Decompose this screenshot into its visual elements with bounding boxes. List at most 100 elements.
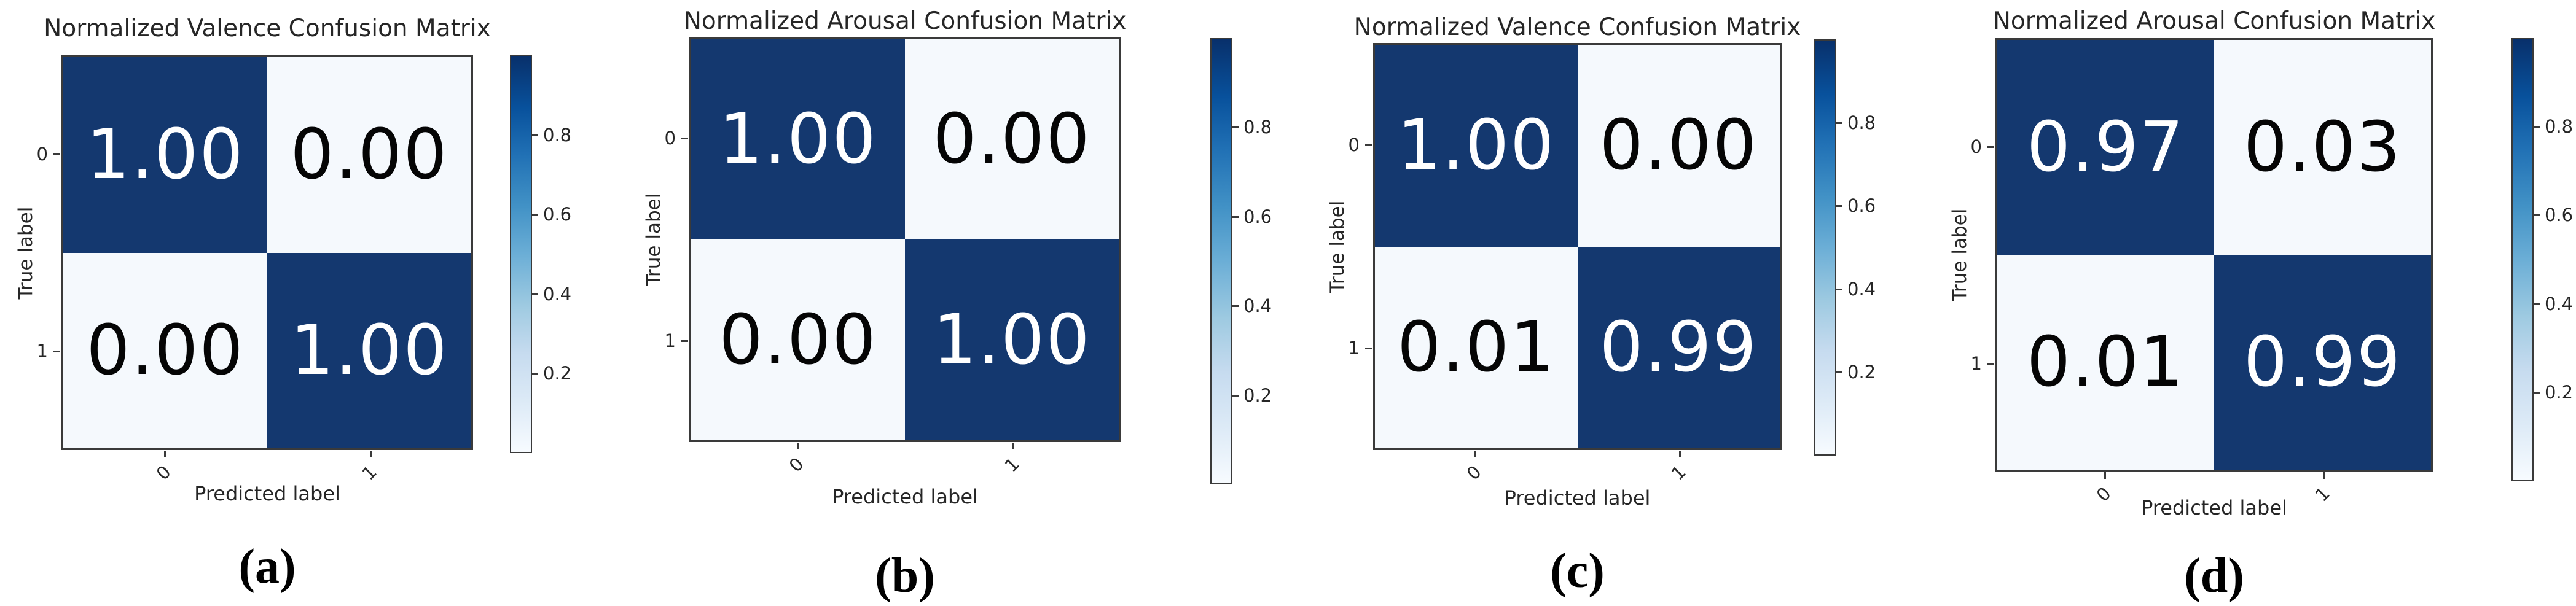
x-axis-label: Predicted label [194, 482, 340, 505]
colorbar-tick-label: 0.8 [2545, 116, 2574, 138]
y-tick-mark [1365, 144, 1372, 146]
colorbar-tick-mark [2534, 214, 2540, 217]
colorbar-tick-label: 0.6 [543, 204, 572, 225]
colorbar-tick-mark [2534, 126, 2540, 128]
x-tick-mark [1678, 451, 1681, 457]
colorbar-tick-label: 0.8 [1243, 117, 1272, 138]
matrix-cell-00: 1.00 [691, 39, 905, 239]
colorbar-tick-label: 0.6 [1847, 195, 1876, 217]
matrix-cell-01: 0.03 [2214, 40, 2431, 255]
y-tick-label: 0 [1970, 136, 1982, 157]
colorbar-tick-label: 0.2 [1243, 384, 1272, 406]
chart-title: Normalized Valence Confusion Matrix [44, 15, 491, 42]
matrix-cell-10: 0.01 [1997, 255, 2214, 470]
x-tick-label: 1 [2311, 483, 2334, 506]
subplot-d: Normalized Arousal Confusion Matrix True… [1935, 0, 2576, 606]
colorbar-tick-mark [532, 134, 538, 136]
colorbar-tick-label: 0.4 [1243, 295, 1272, 317]
y-tick-mark [1987, 146, 1994, 148]
colorbar-tick-label: 0.4 [1847, 278, 1876, 300]
matrix-cell-00: 0.97 [1997, 40, 2214, 255]
colorbar-tick-mark [1836, 122, 1842, 124]
y-axis-label: True label [1326, 200, 1349, 293]
panel-caption: (c) [1550, 544, 1605, 598]
heatmap-grid: 0.97 0.03 0.01 0.99 [1995, 38, 2433, 472]
x-tick-mark [2323, 472, 2325, 479]
panel-caption: (a) [238, 540, 296, 594]
y-tick-label: 1 [36, 341, 48, 362]
subplot-c: Normalized Valence Confusion Matrix True… [1290, 0, 1934, 606]
colorbar-tick-label: 0.6 [2545, 204, 2574, 226]
panel-caption: (d) [2184, 549, 2244, 603]
subplot-a: Normalized Valence Confusion Matrix True… [0, 0, 644, 606]
x-tick-label: 0 [785, 453, 808, 476]
matrix-cell-11: 0.99 [1577, 246, 1780, 448]
y-axis-label: True label [643, 193, 665, 286]
matrix-cell-00: 1.00 [1375, 45, 1578, 247]
chart-title: Normalized Arousal Confusion Matrix [1992, 7, 2436, 35]
y-tick-mark [681, 138, 688, 139]
x-axis-label: Predicted label [2141, 496, 2287, 519]
colorbar-tick-label: 0.4 [543, 283, 572, 305]
colorbar-tick-mark [1232, 394, 1239, 397]
x-tick-label: 1 [1667, 461, 1690, 484]
colorbar-tick-mark [1232, 216, 1239, 218]
y-tick-label: 0 [664, 128, 676, 149]
matrix-cell-11: 1.00 [267, 252, 471, 448]
colorbar-tick-label: 0.2 [543, 363, 572, 384]
colorbar-tick-mark [1836, 371, 1842, 374]
matrix-cell-11: 1.00 [905, 239, 1119, 440]
x-tick-mark [1474, 451, 1477, 457]
y-tick-label: 1 [664, 330, 676, 351]
heatmap-grid: 1.00 0.00 0.00 1.00 [689, 37, 1121, 442]
x-tick-label: 1 [1000, 453, 1024, 476]
x-tick-mark [796, 443, 799, 449]
x-tick-label: 0 [1462, 461, 1486, 484]
heatmap-grid: 1.00 0.00 0.00 1.00 [61, 55, 473, 450]
subplot-b: Normalized Arousal Confusion Matrix True… [643, 0, 1289, 606]
colorbar [2511, 38, 2534, 481]
y-tick-mark [1987, 362, 1994, 365]
colorbar-tick-mark [1232, 126, 1239, 129]
x-tick-mark [2104, 472, 2106, 479]
colorbar-tick-label: 0.2 [2545, 381, 2574, 403]
chart-title: Normalized Arousal Confusion Matrix [683, 7, 1127, 35]
x-tick-mark [369, 451, 372, 457]
colorbar-tick-mark [532, 293, 538, 295]
matrix-cell-00: 1.00 [63, 57, 267, 253]
colorbar-tick-label: 0.6 [1243, 206, 1272, 227]
colorbar-tick-label: 0.4 [2545, 293, 2574, 314]
matrix-cell-01: 0.00 [267, 57, 471, 253]
heatmap-grid: 1.00 0.00 0.01 0.99 [1373, 43, 1782, 450]
y-tick-label: 0 [1348, 134, 1360, 155]
y-tick-label: 1 [1348, 338, 1360, 359]
y-axis-label: True label [15, 206, 37, 299]
y-tick-mark [1365, 348, 1372, 350]
colorbar-tick-mark [532, 214, 538, 216]
colorbar-tick-mark [532, 373, 538, 375]
colorbar-tick-mark [1232, 305, 1239, 308]
y-tick-label: 0 [36, 143, 48, 165]
panel-caption: (b) [875, 549, 935, 603]
x-tick-label: 0 [152, 461, 175, 484]
colorbar-tick-label: 0.8 [543, 124, 572, 146]
colorbar-tick-mark [2534, 303, 2540, 305]
matrix-cell-10: 0.00 [691, 239, 905, 440]
colorbar-tick-label: 0.8 [1847, 112, 1876, 133]
x-tick-label: 1 [358, 461, 381, 484]
matrix-cell-11: 0.99 [2214, 255, 2431, 470]
colorbar [510, 55, 532, 453]
matrix-cell-10: 0.00 [63, 252, 267, 448]
y-tick-mark [53, 153, 60, 155]
y-tick-mark [681, 340, 688, 342]
chart-title: Normalized Valence Confusion Matrix [1353, 14, 1801, 41]
colorbar-tick-label: 0.2 [1847, 362, 1876, 383]
colorbar [1814, 39, 1836, 456]
x-axis-label: Predicted label [832, 485, 978, 508]
colorbar-tick-mark [1836, 288, 1842, 290]
colorbar-tick-mark [1836, 205, 1842, 208]
matrix-cell-01: 0.00 [905, 39, 1119, 239]
y-tick-mark [53, 351, 60, 353]
matrix-cell-01: 0.00 [1577, 45, 1780, 247]
